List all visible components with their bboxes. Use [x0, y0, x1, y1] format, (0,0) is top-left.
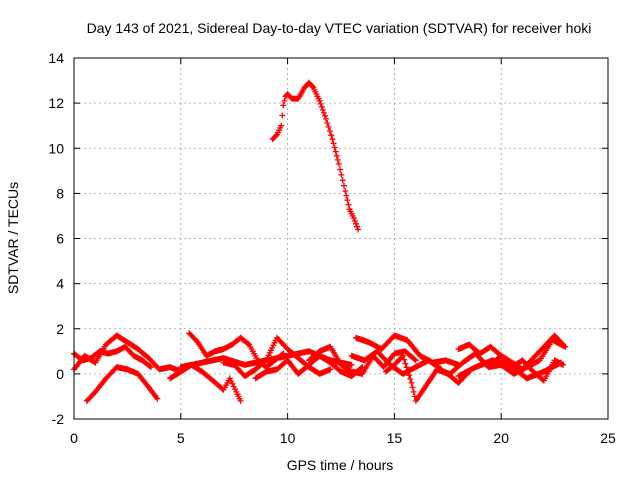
- y-tick-label: 8: [56, 185, 64, 201]
- y-tick-label: 10: [48, 140, 64, 156]
- series-track-h: [252, 352, 366, 382]
- point-markers: [83, 364, 161, 404]
- y-tick-label: 12: [48, 95, 64, 111]
- y-tick-label: -2: [52, 411, 65, 427]
- x-tick-label: 15: [387, 430, 403, 446]
- y-axis-label: SDTVAR / TECUs: [5, 182, 21, 294]
- x-tick-label: 25: [600, 430, 616, 446]
- point-markers: [306, 343, 419, 377]
- point-markers: [487, 352, 567, 384]
- chart-title: Day 143 of 2021, Sidereal Day-to-day VTE…: [87, 20, 592, 36]
- y-tick-label: 0: [56, 366, 64, 382]
- x-tick-label: 5: [177, 430, 185, 446]
- point-markers: [269, 79, 362, 233]
- y-tick-label: 2: [56, 321, 64, 337]
- series-track-i: [306, 343, 419, 377]
- data-points: [71, 79, 569, 404]
- axis-ticks: 0 5 10 15 20 25 -2 0 2 4 6 8 10 12 14: [48, 50, 616, 446]
- y-tick-label: 14: [48, 50, 64, 66]
- x-tick-label: 20: [493, 430, 509, 446]
- y-tick-label: 6: [56, 231, 64, 247]
- series-track-p: [487, 352, 567, 384]
- series-track-b: [83, 364, 161, 404]
- x-tick-label: 0: [70, 430, 78, 446]
- y-tick-label: 4: [56, 276, 64, 292]
- x-axis-label: GPS time / hours: [287, 457, 394, 473]
- series-satellite-track-high: [269, 79, 362, 233]
- point-markers: [252, 352, 366, 382]
- x-tick-label: 10: [280, 430, 296, 446]
